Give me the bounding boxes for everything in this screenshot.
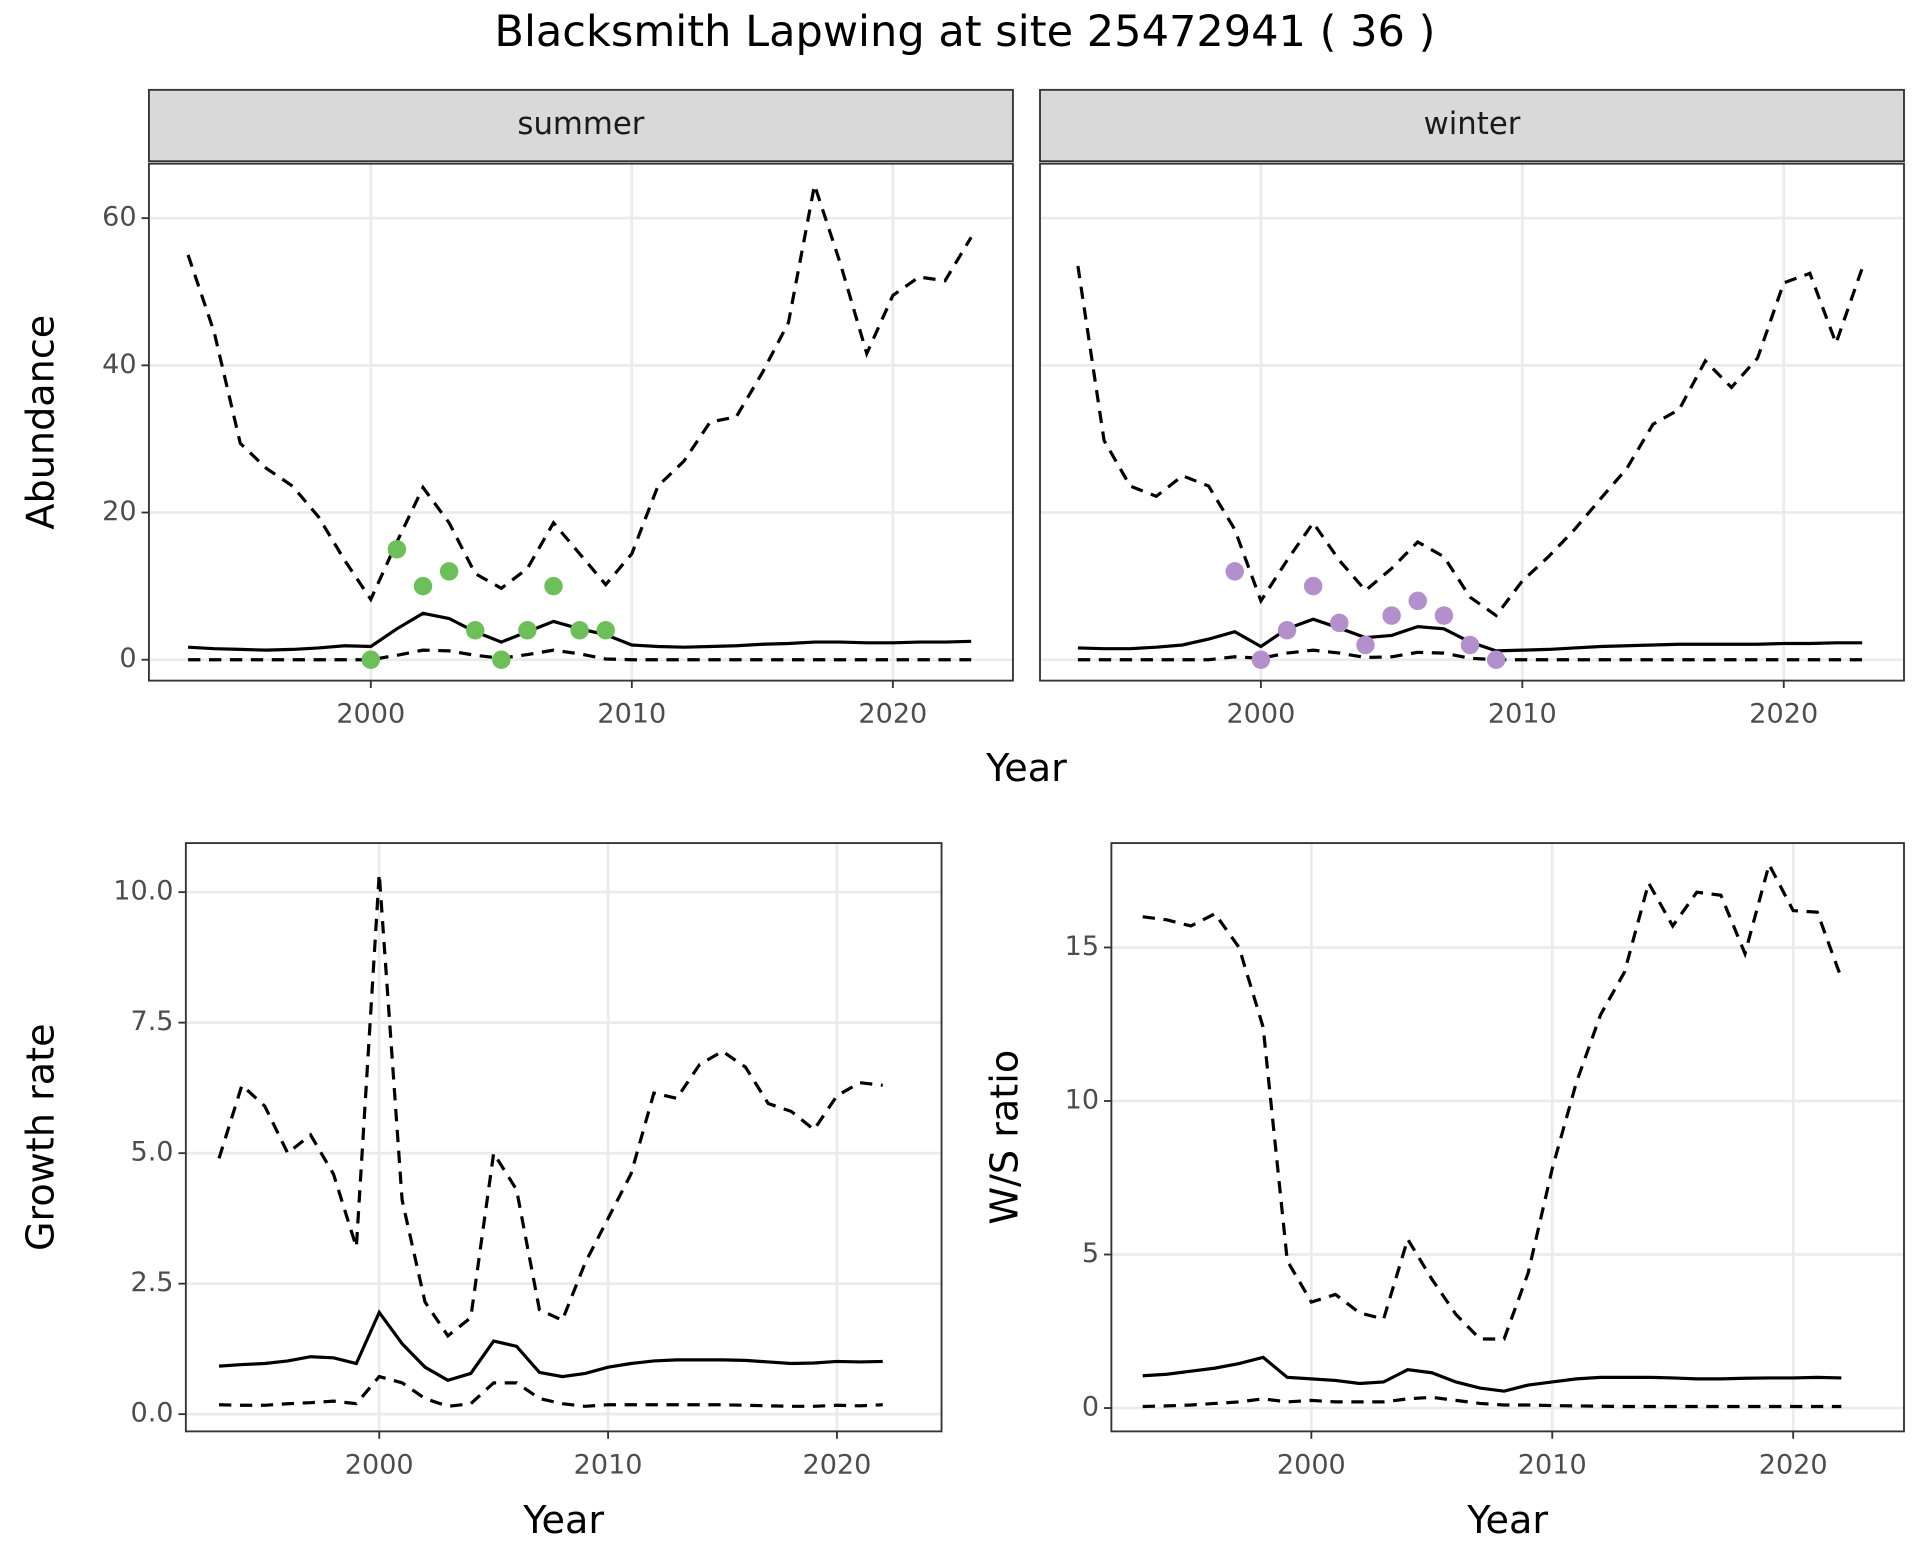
data-point: [1460, 635, 1480, 655]
x-tick-label: 2010: [1518, 1449, 1587, 1480]
data-point: [1225, 562, 1244, 581]
data-point: [361, 650, 381, 669]
data-point: [1434, 606, 1454, 625]
x-tick-label: 2010: [597, 699, 666, 730]
data-point: [518, 621, 537, 640]
y-tick-label: 40: [102, 349, 136, 380]
interval-line: [1142, 1395, 1842, 1409]
y-tick-label: 7.5: [130, 1006, 173, 1037]
data-point: [387, 540, 407, 559]
x-tick-label: 2020: [858, 699, 927, 730]
data-point: [596, 621, 615, 640]
y-tick-label: 20: [102, 496, 136, 527]
facet-strip: [148, 88, 1014, 163]
y-tick-label: 5.0: [130, 1137, 173, 1168]
interval-line: [1142, 860, 1843, 1341]
panel-background: [1040, 163, 1904, 681]
panel-border: [148, 162, 1014, 682]
y-axis-title: Abundance: [19, 315, 63, 530]
y-tick-label: 0: [1082, 1392, 1099, 1423]
x-tick-label: 2000: [345, 1449, 414, 1480]
y-tick-label: 10.0: [113, 876, 173, 907]
y-axis-title: Growth rate: [19, 1023, 63, 1251]
panel-background: [1111, 843, 1904, 1432]
data-point: [439, 562, 459, 581]
y-tick-label: 0.0: [130, 1398, 173, 1429]
y-axis-title: W/S ratio: [982, 1050, 1026, 1225]
y-tick-label: 15: [1065, 931, 1099, 962]
panel-border: [1110, 842, 1905, 1433]
data-point: [492, 650, 511, 669]
y-tick-label: 10: [1065, 1084, 1099, 1115]
x-axis-title: Year: [1466, 1498, 1548, 1542]
figure-title: Blacksmith Lapwing at site 25472941 ( 36…: [494, 7, 1435, 57]
interval-line: [188, 648, 972, 662]
data-point: [1356, 635, 1375, 655]
mean-line: [1142, 1355, 1842, 1393]
mean-line: [218, 1309, 883, 1382]
x-axis-title: Year: [985, 746, 1067, 790]
data-point: [1408, 591, 1427, 611]
data-point: [1277, 621, 1297, 640]
panel-background: [185, 843, 942, 1432]
facet-label: summer: [517, 106, 644, 142]
x-tick-label: 2010: [1488, 699, 1557, 730]
y-tick-label: 60: [102, 202, 136, 233]
data-point: [1486, 650, 1506, 669]
interval-line: [218, 1374, 883, 1408]
data-point: [465, 621, 485, 640]
panel-border: [1039, 162, 1905, 682]
panel-border: [184, 842, 943, 1433]
data-point: [544, 576, 563, 596]
interval-line: [1076, 265, 1864, 618]
x-tick-label: 2020: [1759, 1449, 1828, 1480]
x-tick-label: 2000: [1226, 699, 1295, 730]
interval-line: [1077, 648, 1863, 662]
x-axis-title: Year: [522, 1498, 604, 1542]
interval-line: [186, 184, 973, 603]
panel-background: [148, 163, 1013, 681]
data-point: [1303, 576, 1323, 596]
data-point: [1251, 650, 1271, 669]
interval-line: [217, 873, 883, 1339]
data-point: [413, 576, 433, 596]
data-point: [1330, 613, 1349, 633]
x-tick-label: 2000: [1277, 1449, 1346, 1480]
x-tick-label: 2020: [803, 1449, 872, 1480]
facet-label: winter: [1424, 106, 1521, 142]
y-tick-label: 5: [1082, 1238, 1099, 1269]
y-tick-label: 2.5: [130, 1267, 173, 1298]
data-point: [570, 621, 589, 640]
x-tick-label: 2020: [1749, 699, 1818, 730]
x-tick-label: 2000: [336, 699, 405, 730]
facet-strip: [1039, 88, 1905, 163]
y-tick-label: 0: [119, 643, 136, 674]
x-tick-label: 2010: [574, 1449, 643, 1480]
data-point: [1382, 606, 1401, 625]
